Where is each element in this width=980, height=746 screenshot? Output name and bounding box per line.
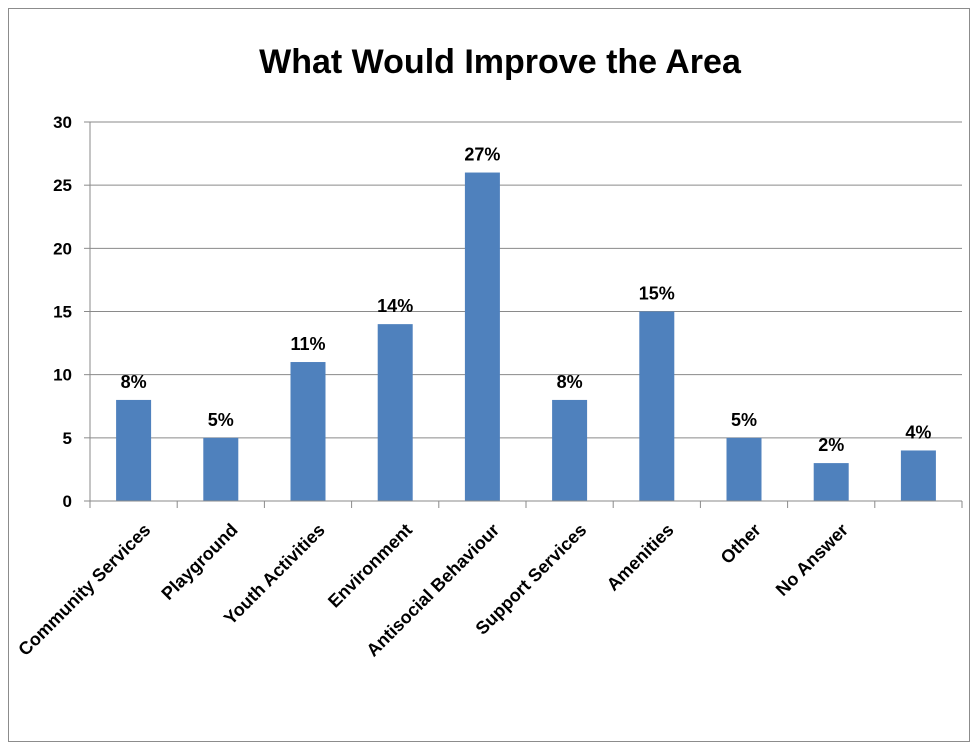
y-tick-labels: 0 5 10 15 20 25 30 [53,113,72,511]
bar [639,311,675,501]
x-category-label: Playground [157,520,241,604]
bar [290,362,326,501]
data-label: 14% [377,296,413,316]
bar [464,172,500,502]
data-label: 8% [557,372,583,392]
data-label: 15% [639,284,675,304]
bar [900,450,936,501]
y-tick-label: 25 [53,176,72,195]
grid-lines [90,121,962,439]
data-label: 27% [464,145,500,165]
data-label: 8% [121,372,147,392]
y-tick-label: 15 [53,303,72,322]
bar [813,463,849,501]
y-tick-label: 5 [63,429,72,448]
data-label: 11% [290,334,325,354]
data-label: 5% [731,410,757,430]
bar [377,324,413,501]
bar [726,437,762,501]
bars [116,172,936,502]
y-tick-label: 20 [53,239,72,258]
axes [84,121,963,508]
x-category-label: Community Services [14,520,154,660]
y-tick-label: 30 [53,113,72,132]
data-labels: 8% 5% 11% 14% 27% 8% 15% 5% 2% 4% [121,145,932,456]
bar [552,399,588,501]
data-label: 2% [818,435,844,455]
data-label: 5% [208,410,234,430]
data-label: 4% [905,422,931,442]
y-tick-label: 0 [63,492,72,511]
bar [203,437,239,501]
bar [116,399,152,501]
x-category-label: Amenities [603,520,678,595]
y-tick-label: 10 [53,366,72,385]
chart-title: What Would Improve the Area [259,43,742,81]
x-category-label: Environment [324,520,416,612]
x-category-label: Other [717,520,765,568]
x-category-label: No Answer [772,520,852,600]
